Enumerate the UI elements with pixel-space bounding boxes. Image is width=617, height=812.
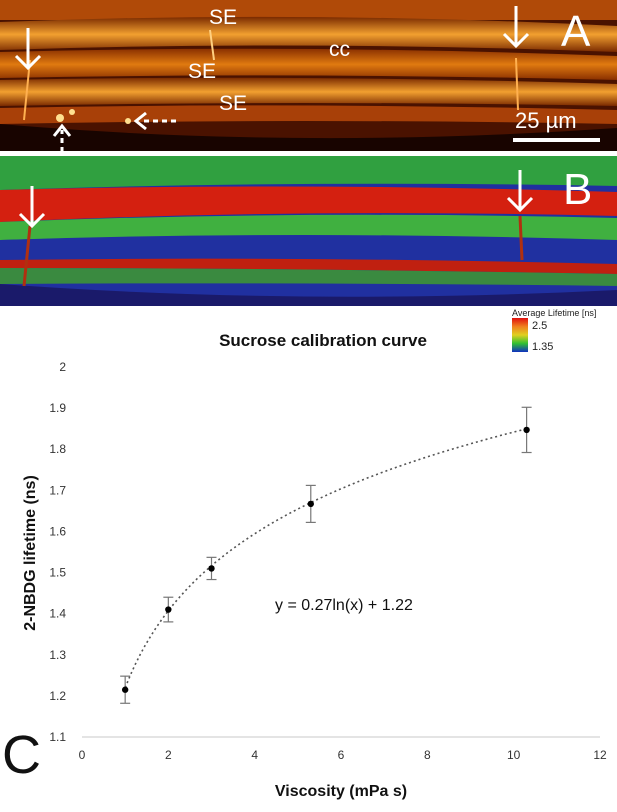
x-tick-labels: 0 2 4 6 8 10 12 (79, 748, 607, 762)
y-axis-label: 2-NBDG lifetime (ns) (22, 475, 39, 631)
y-tick-label: 1.5 (49, 566, 66, 580)
y-tick-label: 1.6 (49, 524, 66, 538)
y-tick-label: 1.2 (49, 689, 66, 703)
y-tick-label: 1.8 (49, 442, 66, 456)
x-tick-label: 10 (507, 748, 521, 762)
panel-separator (0, 151, 617, 156)
fit-curve (124, 428, 527, 689)
y-tick-label: 1.9 (49, 401, 66, 415)
panel-b-drawing (0, 156, 617, 306)
fit-equation: y = 0.27ln(x) + 1.22 (275, 597, 413, 614)
y-tick-label: 1.3 (49, 648, 66, 662)
label-se-2: SE (188, 60, 217, 83)
panel-a-image: SE SE SE cc A 25 µm (0, 0, 617, 151)
x-tick-label: 12 (593, 748, 607, 762)
panel-b-letter: B (563, 165, 593, 214)
data-point (208, 565, 215, 572)
legend-colorbar (512, 318, 528, 352)
legend-title: Average Lifetime [ns] (512, 308, 597, 318)
data-point (523, 426, 530, 434)
data-point (121, 686, 129, 693)
calibration-chart: Sucrose calibration curve 1.11.21.31.41.… (22, 331, 607, 800)
label-se-3: SE (219, 92, 248, 115)
panel-c-letter: C (2, 725, 41, 785)
y-tick-labels: 1.1 1.2 1.3 1.4 1.5 1.6 1.7 1.8 1.9 2 (49, 360, 66, 744)
data-point (307, 500, 314, 508)
x-tick-label: 6 (338, 748, 345, 762)
x-tick-label: 2 (165, 748, 172, 762)
y-tick-label: 1.1 (49, 730, 66, 744)
data-points (120, 406, 532, 704)
panel-b-image: B (0, 156, 617, 306)
legend-max-label: 2.5 (532, 320, 548, 332)
panel-a-letter: A (561, 7, 591, 56)
label-se-1: SE (209, 6, 238, 29)
legend-min-label: 1.35 (532, 341, 554, 353)
data-point (165, 606, 172, 613)
y-tick-label: 1.4 (49, 607, 66, 621)
y-tick-label: 2 (59, 360, 66, 374)
x-tick-label: 8 (424, 748, 431, 762)
label-cc: cc (329, 38, 350, 61)
panel-a-drawing (0, 0, 617, 151)
x-tick-label: 0 (79, 748, 86, 762)
x-axis-label: Viscosity (mPa s) (275, 783, 407, 800)
y-tick-label: 1.7 (49, 483, 66, 497)
chart-title: Sucrose calibration curve (219, 331, 427, 350)
x-tick-label: 4 (251, 748, 258, 762)
scale-bar-label: 25 µm (515, 108, 577, 133)
